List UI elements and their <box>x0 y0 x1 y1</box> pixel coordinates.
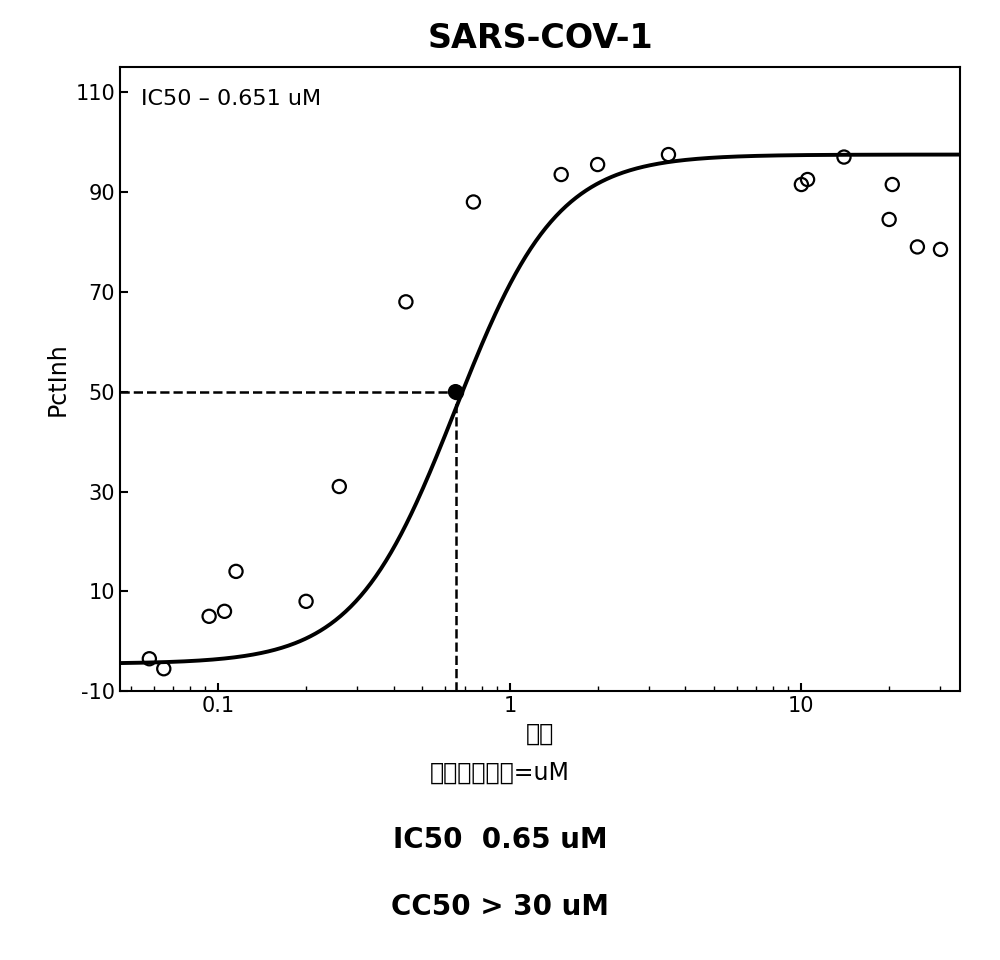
Text: CC50 > 30 uM: CC50 > 30 uM <box>391 893 609 922</box>
Point <box>298 593 314 609</box>
Text: 测定浓度单位=uM: 测定浓度单位=uM <box>430 760 570 785</box>
Point <box>800 172 816 187</box>
Point <box>881 212 897 228</box>
Point <box>448 384 464 399</box>
Point <box>201 609 217 624</box>
Point <box>553 167 569 182</box>
Point <box>465 194 481 209</box>
Point <box>216 604 232 619</box>
Point <box>909 239 925 254</box>
Point <box>448 384 464 399</box>
Point <box>793 177 809 192</box>
Point <box>590 156 606 172</box>
Point <box>884 177 900 192</box>
Point <box>398 294 414 309</box>
X-axis label: 浓度: 浓度 <box>526 722 554 746</box>
Point <box>836 150 852 165</box>
Point <box>228 564 244 579</box>
Point <box>331 479 347 494</box>
Point <box>141 651 157 666</box>
Text: IC50 – 0.651 uM: IC50 – 0.651 uM <box>141 89 321 109</box>
Point <box>932 242 948 257</box>
Y-axis label: PctInh: PctInh <box>46 343 70 416</box>
Point <box>660 147 676 162</box>
Title: SARS-COV-1: SARS-COV-1 <box>427 22 653 55</box>
Text: IC50  0.65 uM: IC50 0.65 uM <box>393 826 607 854</box>
Point <box>156 661 172 677</box>
